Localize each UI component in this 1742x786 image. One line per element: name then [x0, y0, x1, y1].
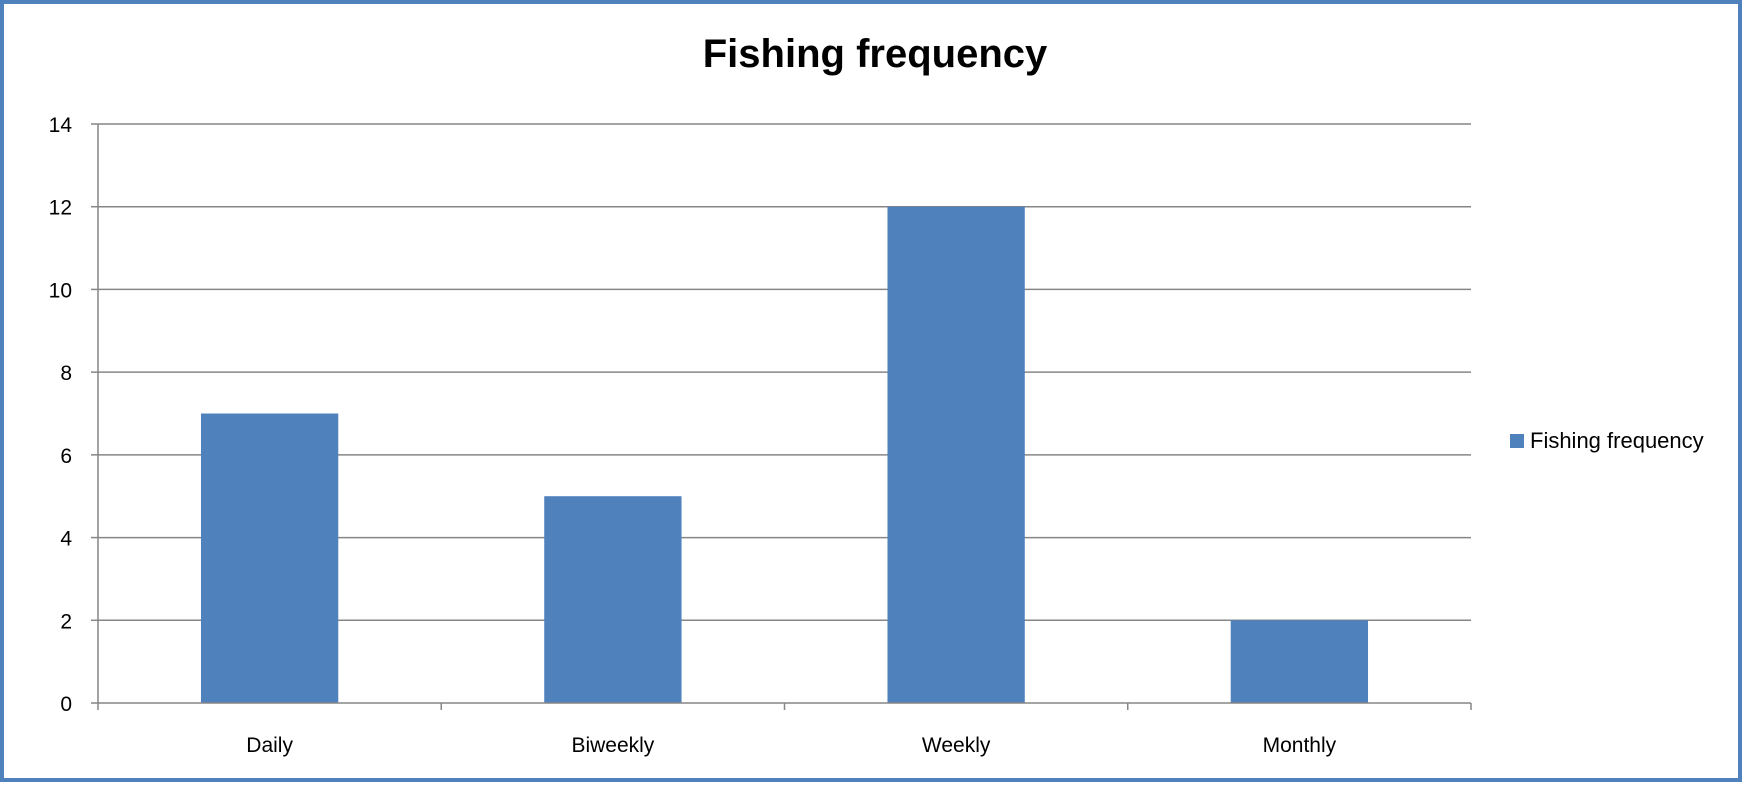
legend: Fishing frequency — [1510, 428, 1704, 454]
x-tick-label: Daily — [246, 734, 293, 757]
y-tick-label: 12 — [49, 197, 72, 220]
x-tick-label: Weekly — [922, 734, 991, 757]
x-tick-label: Biweekly — [571, 734, 654, 757]
y-tick-label: 10 — [49, 279, 72, 302]
bar — [887, 206, 1025, 703]
legend-label: Fishing frequency — [1530, 428, 1704, 453]
bar — [200, 413, 339, 703]
bar-chart: 0 2 4 6 8 10 12 14 Daily Biweekly Weekly Monthly — [49, 114, 1472, 757]
y-tick-label: 2 — [60, 610, 72, 633]
y-tick-label: 4 — [60, 528, 72, 551]
bar — [544, 496, 682, 703]
y-tick-label: 8 — [60, 362, 72, 385]
chart-title: Fishing frequency — [702, 32, 1048, 76]
bar — [1230, 620, 1369, 703]
y-tick-label: 0 — [60, 693, 72, 716]
legend-swatch — [1510, 434, 1524, 448]
y-tick-label: 6 — [60, 445, 72, 468]
y-tick-label: 14 — [49, 114, 73, 137]
x-tick-label: Monthly — [1263, 734, 1337, 757]
